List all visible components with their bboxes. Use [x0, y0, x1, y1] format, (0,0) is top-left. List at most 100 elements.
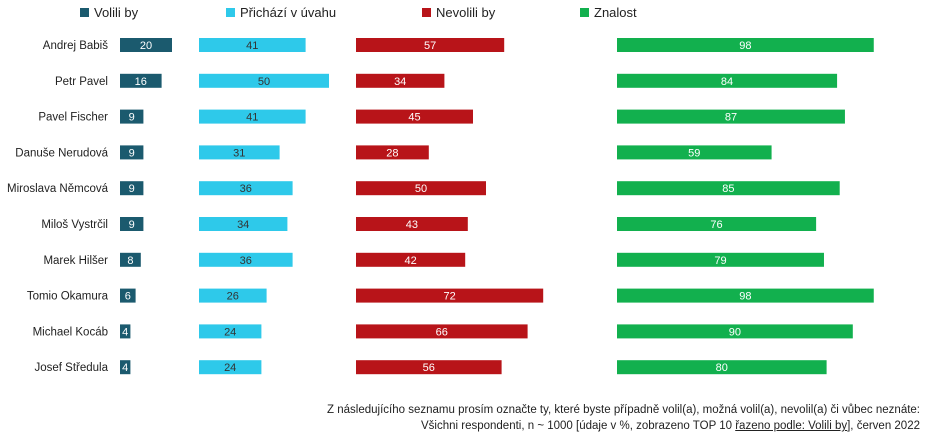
- bar-prichazi-v-uvahu: [199, 38, 306, 52]
- bar-znalost: [617, 288, 874, 303]
- bar-volili-by: [120, 145, 144, 160]
- bar-znalost: [617, 145, 772, 160]
- bar-label-prichazi-v-uvahu: 36: [240, 183, 252, 195]
- bar-znalost: [617, 38, 874, 52]
- bar-label-volili-by: 4: [122, 326, 128, 338]
- bar-label-prichazi-v-uvahu: 41: [246, 112, 258, 124]
- bar-znalost: [617, 360, 827, 375]
- bar-prichazi-v-uvahu: [199, 217, 288, 231]
- bar-label-prichazi-v-uvahu: 31: [233, 147, 245, 159]
- legend-label-volili-by: Volili by: [94, 5, 139, 20]
- bar-label-volili-by: 4: [122, 362, 128, 374]
- bar-label-prichazi-v-uvahu: 50: [258, 76, 270, 88]
- bar-prichazi-v-uvahu: [199, 252, 293, 267]
- bar-znalost: [617, 324, 853, 339]
- bar-label-volili-by: 9: [129, 183, 135, 195]
- bar-nevolili-by: [356, 288, 544, 303]
- bar-nevolili-by: [356, 38, 505, 52]
- bar-volili-by: [120, 109, 144, 124]
- bar-volili-by: [120, 217, 144, 231]
- bar-label-nevolili-by: 56: [423, 362, 435, 374]
- bar-label-nevolili-by: 42: [404, 255, 416, 267]
- bar-znalost: [617, 109, 845, 124]
- bar-nevolili-by: [356, 324, 528, 339]
- bar-label-znalost: 80: [716, 362, 728, 374]
- footnote-sort-order: řazeno podle: Volili by: [735, 420, 848, 432]
- bar-label-znalost: 87: [725, 112, 737, 124]
- bar-label-znalost: 59: [688, 147, 700, 159]
- bar-znalost: [617, 252, 824, 267]
- bar-label-volili-by: 9: [129, 147, 135, 159]
- category-label: Marek Hilšer: [43, 255, 108, 267]
- category-label: Michael Kocáb: [33, 326, 108, 338]
- bar-label-volili-by: 16: [135, 76, 147, 88]
- bar-label-prichazi-v-uvahu: 41: [246, 40, 258, 52]
- category-label: Andrej Babiš: [43, 40, 108, 52]
- bar-prichazi-v-uvahu: [199, 181, 293, 196]
- legend-label-znalost: Znalost: [594, 5, 637, 20]
- category-label: Josef Středula: [34, 362, 108, 374]
- bar-nevolili-by: [356, 145, 429, 160]
- category-label: Miloš Vystrčil: [41, 219, 108, 231]
- bar-prichazi-v-uvahu: [199, 288, 267, 303]
- bar-label-prichazi-v-uvahu: 36: [240, 255, 252, 267]
- bar-label-znalost: 98: [739, 291, 751, 303]
- footnote-question: Z následujícího seznamu prosím označte t…: [327, 404, 920, 416]
- category-label: Tomio Okamura: [27, 291, 109, 303]
- bar-volili-by: [120, 288, 136, 303]
- bar-nevolili-by: [356, 181, 486, 196]
- bar-label-znalost: 79: [714, 255, 726, 267]
- legend-swatch-nevolili-by: [422, 8, 431, 17]
- bar-label-nevolili-by: 66: [436, 326, 448, 338]
- bar-label-nevolili-by: 43: [406, 219, 418, 231]
- footnote-sample-suffix: ], červen 2022: [847, 420, 920, 432]
- bar-prichazi-v-uvahu: [199, 145, 280, 160]
- bar-label-volili-by: 9: [129, 112, 135, 124]
- bar-label-nevolili-by: 28: [386, 147, 398, 159]
- chart: Volili by Přichází v úvahu Nevolili by Znal…: [7, 5, 874, 375]
- bar-label-prichazi-v-uvahu: 24: [224, 362, 236, 374]
- bar-volili-by: [120, 38, 172, 52]
- bar-label-znalost: 85: [722, 183, 734, 195]
- bar-nevolili-by: [356, 360, 502, 375]
- bar-label-znalost: 90: [729, 326, 741, 338]
- bar-label-znalost: 76: [710, 219, 722, 231]
- bar-label-znalost: 98: [739, 40, 751, 52]
- category-label: Danuše Nerudová: [15, 147, 108, 159]
- bar-volili-by: [120, 181, 144, 196]
- bar-nevolili-by: [356, 73, 445, 88]
- bar-label-nevolili-by: 72: [443, 291, 455, 303]
- bar-label-volili-by: 6: [125, 291, 131, 303]
- bar-label-volili-by: 8: [127, 255, 133, 267]
- bar-prichazi-v-uvahu: [199, 73, 329, 88]
- category-label: Pavel Fischer: [38, 112, 108, 124]
- bar-label-nevolili-by: 34: [394, 76, 406, 88]
- bar-label-prichazi-v-uvahu: 26: [227, 291, 239, 303]
- category-label: Miroslava Němcová: [7, 183, 109, 195]
- bar-volili-by: [120, 324, 131, 339]
- bar-label-znalost: 84: [721, 76, 733, 88]
- bar-nevolili-by: [356, 252, 466, 267]
- bar-nevolili-by: [356, 217, 468, 231]
- legend-swatch-prichazi-v-uvahu: [226, 8, 235, 17]
- legend-swatch-znalost: [580, 8, 589, 17]
- bar-label-volili-by: 20: [140, 40, 152, 52]
- bar-prichazi-v-uvahu: [199, 360, 262, 375]
- legend-label-nevolili-by: Nevolili by: [436, 5, 496, 20]
- bar-label-prichazi-v-uvahu: 34: [237, 219, 249, 231]
- category-label: Petr Pavel: [55, 76, 108, 88]
- legend-label-prichazi-v-uvahu: Přichází v úvahu: [240, 5, 336, 20]
- bar-volili-by: [120, 73, 162, 88]
- bar-znalost: [617, 181, 840, 196]
- bar-nevolili-by: [356, 109, 473, 124]
- bar-prichazi-v-uvahu: [199, 324, 262, 339]
- legend-swatch-volili-by: [80, 8, 89, 17]
- bar-label-nevolili-by: 45: [408, 112, 420, 124]
- bar-label-nevolili-by: 50: [415, 183, 427, 195]
- bar-label-volili-by: 9: [129, 219, 135, 231]
- bar-znalost: [617, 73, 838, 88]
- bar-label-nevolili-by: 57: [424, 40, 436, 52]
- bar-prichazi-v-uvahu: [199, 109, 306, 124]
- bar-znalost: [617, 217, 817, 231]
- footnote-sample: Všichni respondenti, n ~ 1000 [údaje v %…: [421, 420, 920, 432]
